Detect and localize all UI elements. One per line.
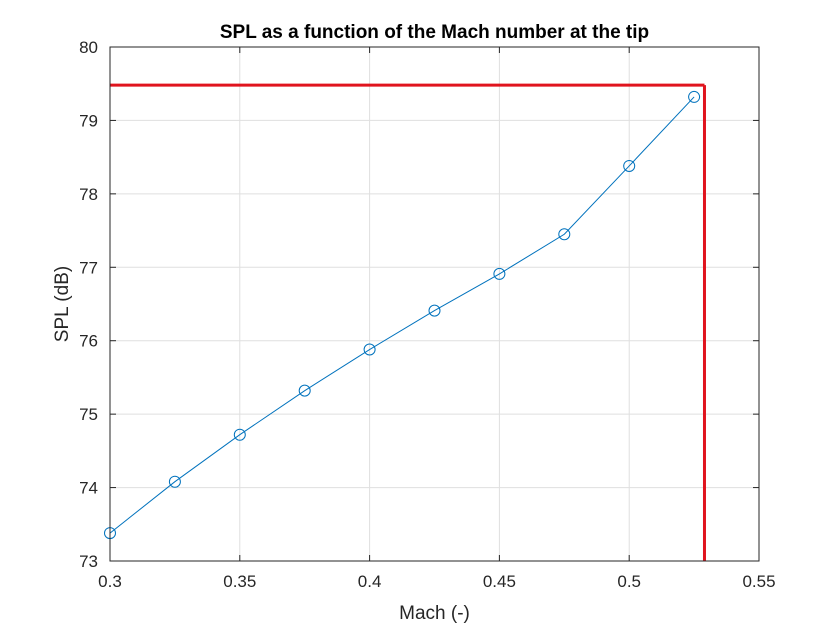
x-tick-label: 0.3 (98, 572, 122, 591)
x-tick-label: 0.45 (483, 572, 516, 591)
reference-lines (110, 83, 706, 561)
data-point (298, 384, 311, 397)
plot-area (110, 47, 759, 561)
data-point (623, 159, 636, 172)
data-point (493, 267, 506, 280)
y-tick-label: 76 (79, 332, 98, 351)
chart-title: SPL as a function of the Mach number at … (220, 22, 649, 43)
y-tick-label: 75 (79, 405, 98, 424)
y-tick-label: 77 (79, 258, 98, 277)
data-point (688, 90, 701, 103)
data-point (558, 228, 571, 241)
y-tick-label: 74 (79, 479, 98, 498)
data-point (233, 428, 246, 441)
x-tick-label: 0.35 (223, 572, 256, 591)
y-tick-labels: 73 74 75 76 77 78 79 80 (79, 38, 98, 571)
x-tick-label: 0.5 (617, 572, 641, 591)
y-tick-label: 79 (79, 111, 98, 130)
y-tick-label: 78 (79, 185, 98, 204)
data-point (363, 343, 376, 356)
data-layer (104, 90, 701, 540)
y-tick-label: 73 (79, 552, 98, 571)
x-tick-label: 0.55 (742, 572, 775, 591)
data-point (428, 304, 441, 317)
axes-box (109, 46, 760, 562)
y-axis-label: SPL (dB) (52, 266, 73, 342)
data-point (168, 475, 181, 488)
x-tick-labels: 0.3 0.35 0.4 0.45 0.5 0.55 (98, 572, 775, 591)
x-tick-label: 0.4 (358, 572, 382, 591)
axes (109, 46, 760, 562)
y-tick-label: 80 (79, 38, 98, 57)
x-axis-label: Mach (-) (399, 603, 470, 624)
series-line (109, 96, 695, 534)
